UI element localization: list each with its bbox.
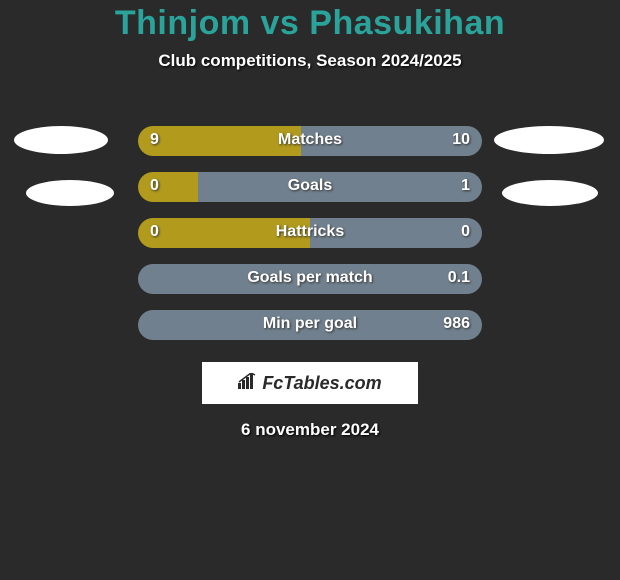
date-text: 6 november 2024 [0, 420, 620, 440]
stat-bar-row: Hattricks0 0 [138, 218, 482, 248]
stat-bar-row: Goals per match0.1 [138, 264, 482, 294]
stat-label: Min per goal [138, 315, 482, 333]
stat-bar-row: Goals0 1 [138, 172, 482, 202]
stat-value-right: 0 [461, 223, 470, 241]
stat-bar-row: Matches9 10 [138, 126, 482, 156]
chart-icon [238, 373, 258, 394]
brand-box: FcTables.com [202, 362, 418, 404]
avatar-placeholder-right-2 [502, 180, 598, 206]
stat-value-left: 9 [150, 131, 159, 149]
stat-label: Matches [138, 131, 482, 149]
subtitle: Club competitions, Season 2024/2025 [0, 51, 620, 71]
avatar-placeholder-right-1 [494, 126, 604, 154]
stat-value-left: 0 [150, 223, 159, 241]
stat-value-left: 0 [150, 177, 159, 195]
bars-region: Matches910Goals01Hattricks00Goals per ma… [138, 126, 482, 356]
stat-value-right: 0.1 [448, 269, 470, 287]
stat-label: Goals [138, 177, 482, 195]
title-text: Thinjom vs Phasukihan [115, 4, 505, 42]
avatar-placeholder-left-1 [14, 126, 108, 154]
brand-text: FcTables.com [262, 373, 381, 394]
avatar-placeholder-left-2 [26, 180, 114, 206]
comparison-infographic: Thinjom vs Phasukihan Club competitions,… [0, 4, 620, 580]
stat-label: Hattricks [138, 223, 482, 241]
stat-label: Goals per match [138, 269, 482, 287]
brand-label: FcTables.com [238, 373, 381, 394]
stat-value-right: 10 [452, 131, 470, 149]
stat-value-right: 1 [461, 177, 470, 195]
stat-value-right: 986 [443, 315, 470, 333]
stat-bar-row: Min per goal986 [138, 310, 482, 340]
page-title: Thinjom vs Phasukihan [0, 4, 620, 43]
